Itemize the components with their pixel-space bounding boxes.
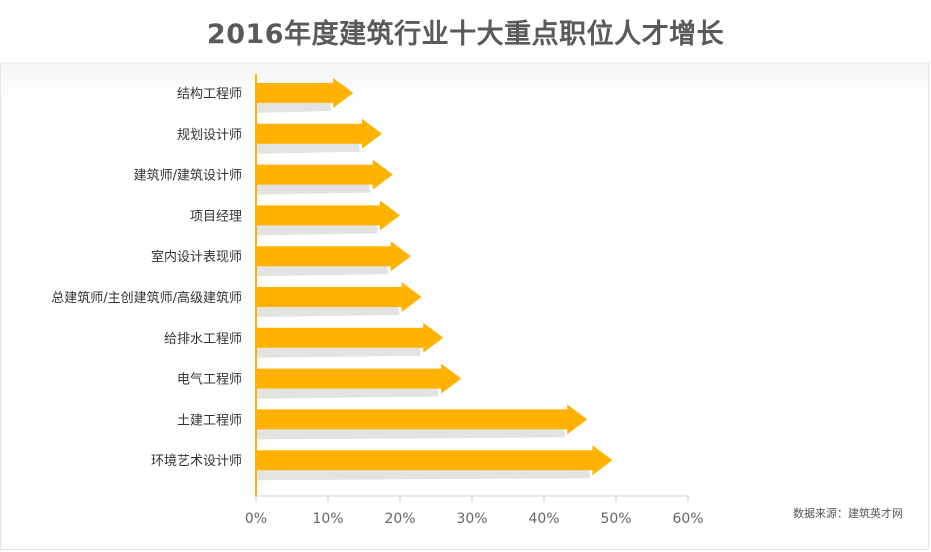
bar-arrow: [256, 159, 393, 190]
x-tick-label: 20%: [384, 511, 415, 527]
category-label: 室内设计表现师: [151, 249, 242, 265]
bar-arrow: [256, 282, 422, 312]
category-label: 项目经理: [190, 209, 242, 224]
x-tick-label: 0%: [245, 511, 267, 527]
bar-arrow: [256, 322, 444, 353]
bar-arrow: [256, 241, 411, 272]
bar-arrow: [256, 363, 462, 394]
bar-arrow: [256, 200, 400, 231]
category-label: 环境艺术设计师: [151, 454, 242, 469]
category-label: 给排水工程师: [164, 332, 242, 347]
category-label: 规划设计师: [177, 128, 242, 143]
category-label: 结构工程师: [177, 87, 242, 102]
category-label: 建筑师/建筑设计师: [134, 168, 242, 184]
bar-arrow: [256, 404, 588, 435]
category-label: 土建工程师: [177, 413, 242, 428]
bar-arrow: [256, 118, 382, 149]
x-tick-label: 50%: [600, 511, 631, 527]
x-tick-label: 40%: [528, 511, 559, 527]
bar-arrow: [256, 78, 354, 108]
category-label: 电气工程师: [177, 372, 242, 388]
chart-title: 2016年度建筑行业十大重点职位人才增长: [206, 18, 725, 50]
x-tick-label: 10%: [312, 511, 343, 527]
bar-arrow: [256, 445, 613, 476]
x-tick-label: 60%: [672, 511, 703, 527]
category-label: 总建筑师/主创建筑师/高级建筑师: [51, 290, 242, 306]
x-tick-label: 30%: [456, 511, 487, 527]
source-note: 数据来源：建筑英才网: [793, 507, 903, 520]
title-bar: 2016年度建筑行业十大重点职位人才增长: [0, 0, 931, 62]
